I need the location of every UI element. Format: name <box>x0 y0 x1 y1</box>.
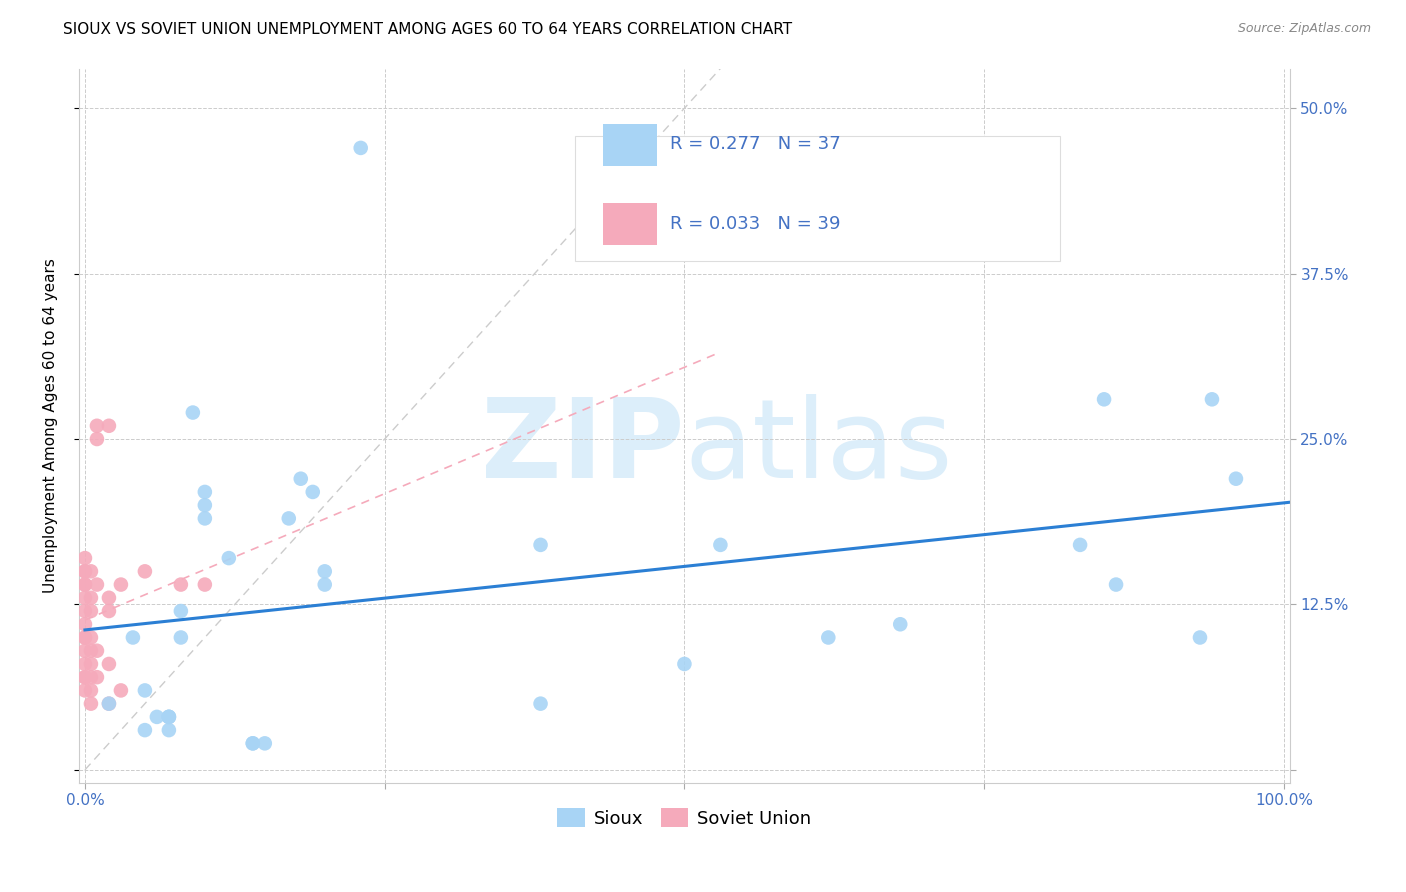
Point <box>709 538 731 552</box>
Point <box>194 511 217 525</box>
Point <box>97 591 120 605</box>
Point <box>1188 631 1211 645</box>
Point <box>157 710 180 724</box>
Point <box>80 565 103 579</box>
Point <box>80 670 103 684</box>
Point <box>97 697 120 711</box>
Point <box>73 631 96 645</box>
Point <box>157 723 180 738</box>
Text: SIOUX VS SOVIET UNION UNEMPLOYMENT AMONG AGES 60 TO 64 YEARS CORRELATION CHART: SIOUX VS SOVIET UNION UNEMPLOYMENT AMONG… <box>63 22 793 37</box>
Point <box>170 577 193 591</box>
Point <box>73 683 96 698</box>
Point <box>157 710 180 724</box>
Point <box>73 551 96 566</box>
Point <box>277 511 299 525</box>
Point <box>73 591 96 605</box>
Point <box>889 617 911 632</box>
Point <box>86 418 108 433</box>
Point <box>157 710 180 724</box>
Point <box>350 141 373 155</box>
Point <box>97 418 120 433</box>
Point <box>817 631 839 645</box>
Point <box>122 631 145 645</box>
Point <box>73 657 96 671</box>
Point <box>73 670 96 684</box>
Text: R = 0.033   N = 39: R = 0.033 N = 39 <box>669 215 841 234</box>
Point <box>80 631 103 645</box>
FancyBboxPatch shape <box>603 202 657 245</box>
Point <box>86 644 108 658</box>
Point <box>673 657 696 671</box>
Point <box>134 683 156 698</box>
Point <box>110 577 132 591</box>
Point <box>134 565 156 579</box>
Point <box>1092 392 1115 407</box>
Point <box>194 498 217 512</box>
Point <box>134 723 156 738</box>
Point <box>181 406 204 420</box>
Point <box>80 657 103 671</box>
Point <box>80 644 103 658</box>
Point <box>1225 472 1247 486</box>
Point <box>73 644 96 658</box>
Point <box>73 565 96 579</box>
FancyBboxPatch shape <box>575 136 1060 261</box>
Point <box>242 736 264 750</box>
Legend: Sioux, Soviet Union: Sioux, Soviet Union <box>550 801 818 835</box>
Point <box>529 697 551 711</box>
Text: atlas: atlas <box>685 393 953 500</box>
Point <box>110 683 132 698</box>
Point <box>1105 577 1128 591</box>
Point <box>86 432 108 446</box>
Point <box>73 604 96 618</box>
Text: ZIP: ZIP <box>481 393 685 500</box>
FancyBboxPatch shape <box>603 124 657 167</box>
Point <box>301 485 323 500</box>
Point <box>253 736 276 750</box>
Point <box>80 591 103 605</box>
Point <box>86 577 108 591</box>
Point <box>73 617 96 632</box>
Point <box>242 736 264 750</box>
Text: R = 0.277   N = 37: R = 0.277 N = 37 <box>669 135 841 153</box>
Point <box>194 577 217 591</box>
Point <box>73 577 96 591</box>
Point <box>194 485 217 500</box>
Point <box>170 631 193 645</box>
Point <box>218 551 240 566</box>
Point <box>290 472 312 486</box>
Point <box>1201 392 1223 407</box>
Point <box>80 604 103 618</box>
Point <box>97 604 120 618</box>
Point <box>97 657 120 671</box>
Point <box>314 577 336 591</box>
Point <box>73 565 96 579</box>
Point <box>529 538 551 552</box>
Point <box>146 710 169 724</box>
Y-axis label: Unemployment Among Ages 60 to 64 years: Unemployment Among Ages 60 to 64 years <box>44 259 58 593</box>
Point <box>73 670 96 684</box>
Point <box>80 683 103 698</box>
Point <box>97 697 120 711</box>
Point <box>80 697 103 711</box>
Text: Source: ZipAtlas.com: Source: ZipAtlas.com <box>1237 22 1371 36</box>
Point <box>170 604 193 618</box>
Point <box>86 670 108 684</box>
Point <box>314 565 336 579</box>
Point <box>73 577 96 591</box>
Point <box>73 631 96 645</box>
Point <box>1069 538 1091 552</box>
